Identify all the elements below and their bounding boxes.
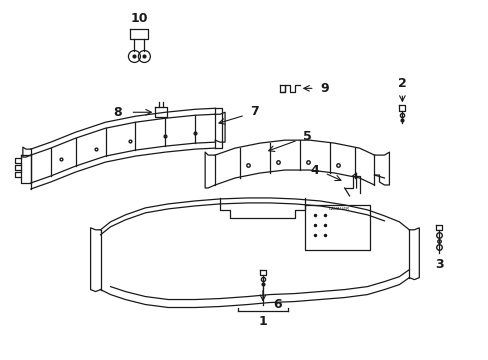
Text: CAVALIER: CAVALIER [328,207,349,211]
Text: 5: 5 [303,130,311,143]
Text: 7: 7 [250,105,259,118]
Text: 2: 2 [397,77,406,90]
Text: 3: 3 [434,258,443,271]
Text: 10: 10 [130,12,148,25]
Text: 9: 9 [320,82,328,95]
Text: 8: 8 [113,106,122,119]
Text: 6: 6 [273,298,282,311]
Text: 1: 1 [258,315,267,328]
Text: 4: 4 [310,163,319,176]
